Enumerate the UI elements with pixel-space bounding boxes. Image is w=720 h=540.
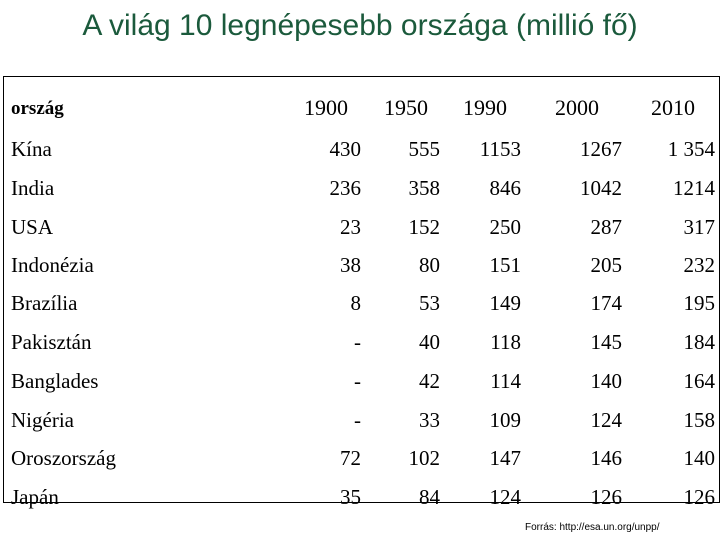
population-value: 124	[489, 485, 522, 509]
source-note: Forrás: http://esa.un.org/unpp/	[525, 522, 660, 533]
population-value: 846	[489, 176, 522, 200]
population-value: 109	[489, 408, 522, 432]
header-year: 1900	[304, 95, 348, 120]
population-value: -	[354, 369, 361, 393]
population-value: 23	[340, 215, 361, 239]
population-value: 195	[683, 291, 716, 315]
population-value: 250	[489, 215, 522, 239]
population-value: 8	[350, 291, 362, 315]
country-name: Japán	[11, 485, 59, 509]
population-value: 1153	[479, 137, 521, 161]
population-value: 151	[489, 253, 522, 277]
population-value: -	[354, 330, 361, 354]
population-value: 35	[340, 485, 361, 509]
population-table: ország 1900 1950 1990 2000 2010 Kína 430 555 1153…	[3, 76, 720, 509]
population-value: 164	[683, 369, 716, 393]
population-value: 287	[590, 215, 623, 239]
population-value: 205	[590, 253, 623, 277]
population-value: 140	[683, 446, 716, 470]
population-value: 174	[590, 291, 623, 315]
header-year: 1950	[384, 95, 428, 120]
country-name: India	[11, 176, 55, 200]
header-year: 2000	[555, 95, 599, 120]
country-name: USA	[11, 215, 54, 239]
population-value: 40	[419, 330, 440, 354]
population-value: 38	[340, 253, 361, 277]
header-country: ország	[11, 98, 64, 119]
population-value: 158	[683, 408, 716, 432]
population-value: 118	[490, 330, 521, 354]
header-year: 1990	[463, 95, 507, 120]
population-value: 358	[408, 176, 441, 200]
country-name: Indonézia	[11, 253, 94, 277]
population-value: 555	[408, 137, 441, 161]
population-value: 102	[408, 446, 441, 470]
country-name: Banglades	[11, 369, 99, 393]
population-value: 1214	[673, 176, 715, 200]
population-value: 147	[489, 446, 522, 470]
population-value: 126	[683, 485, 716, 509]
population-value: 33	[419, 408, 440, 432]
population-value: -	[354, 408, 361, 432]
population-value: 126	[590, 485, 623, 509]
population-value: 430	[329, 137, 362, 161]
population-value: 145	[590, 330, 623, 354]
country-name: Brazília	[11, 291, 78, 315]
population-value: 84	[419, 485, 440, 509]
population-value: 146	[590, 446, 623, 470]
population-value: 317	[683, 215, 716, 239]
header-year: 2010	[651, 95, 695, 120]
population-value: 114	[490, 369, 521, 393]
population-value: 152	[408, 215, 441, 239]
population-value: 72	[340, 446, 361, 470]
country-name: Oroszország	[11, 446, 116, 470]
population-value: 80	[419, 253, 440, 277]
country-name: Kína	[11, 137, 52, 161]
page-title: A világ 10 legnépesebb országa (millió f…	[82, 9, 638, 42]
country-name: Pakisztán	[11, 330, 92, 354]
population-value: 184	[683, 330, 716, 354]
population-value: 149	[489, 291, 522, 315]
population-value: 42	[419, 369, 440, 393]
population-value: 1042	[580, 176, 622, 200]
population-value: 140	[590, 369, 623, 393]
population-value: 232	[683, 253, 716, 277]
country-name: Nigéria	[11, 408, 74, 432]
population-value: 1267	[580, 137, 622, 161]
population-value: 53	[419, 291, 440, 315]
population-value: 1 354	[667, 137, 715, 161]
population-value: 124	[590, 408, 623, 432]
population-value: 236	[329, 176, 362, 200]
